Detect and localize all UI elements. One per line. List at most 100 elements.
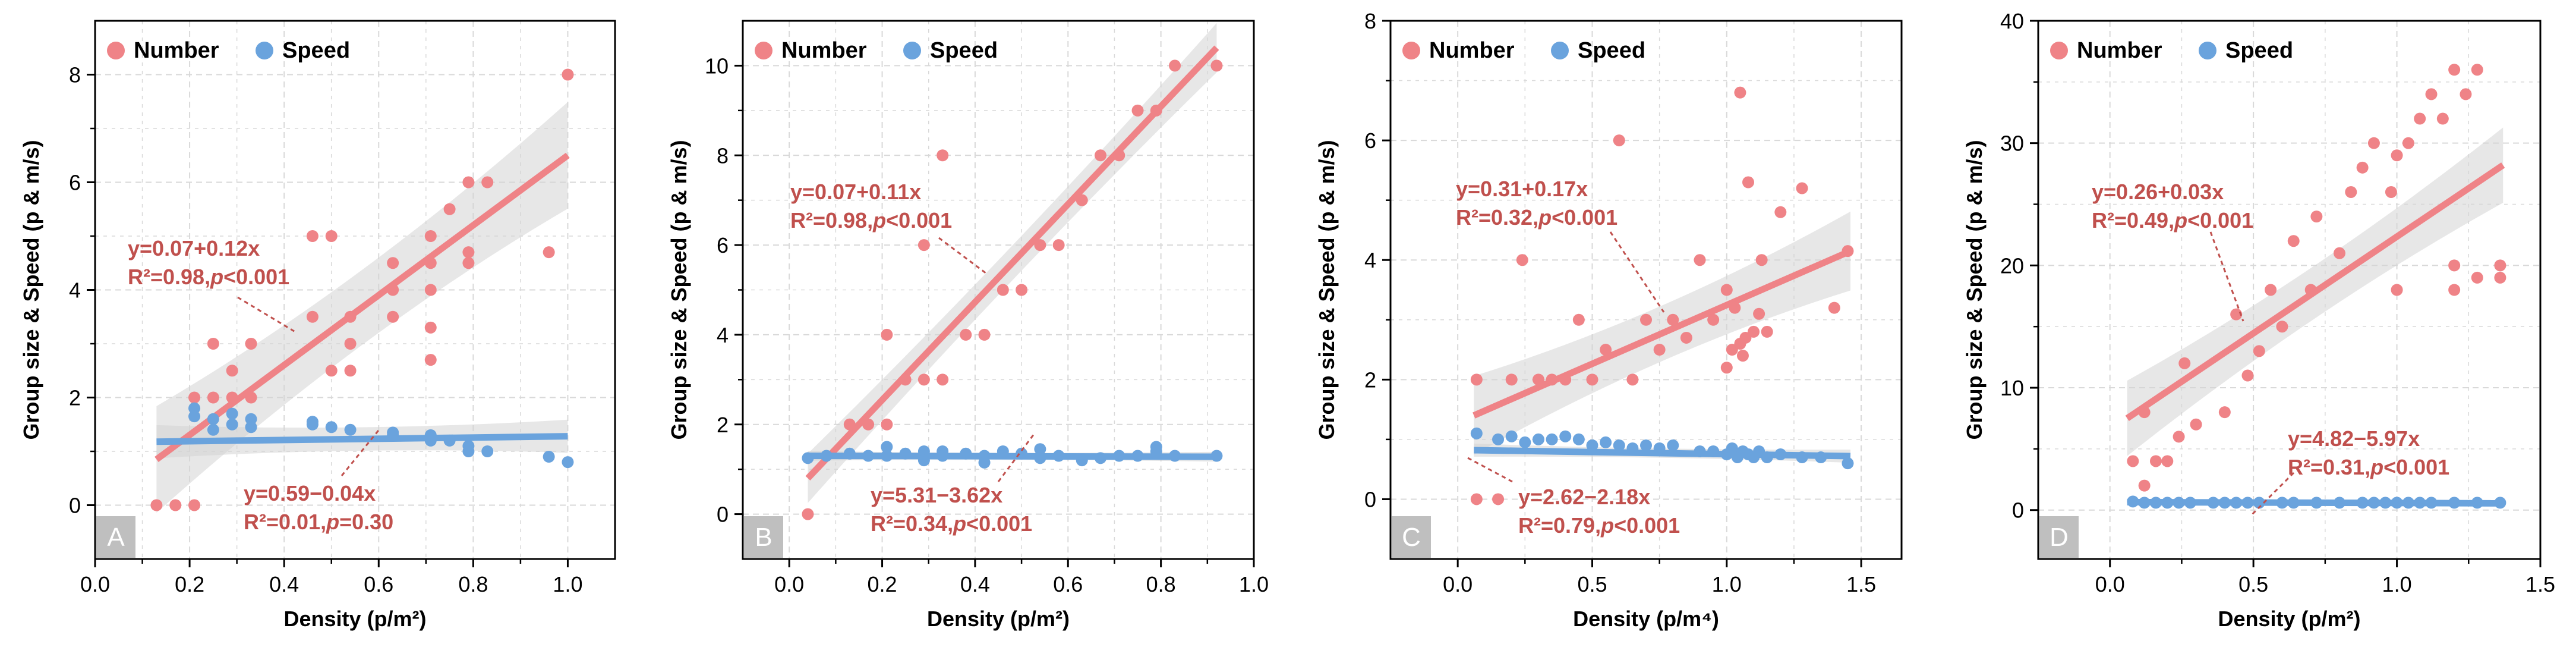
number-point	[1748, 325, 1760, 338]
speed-point	[2161, 497, 2174, 509]
x-tick-label: 0.0	[80, 572, 110, 596]
annotation-equation: y=0.07+0.11x	[790, 180, 921, 204]
number-point	[881, 328, 893, 341]
panel-C: 0.0 0.5 1.0 1.5 0 2 4 6 8 Density (p/m⁴) Group siz…	[1314, 9, 1903, 631]
annotation-p-symbol: p	[210, 265, 223, 289]
speed-point	[1774, 448, 1787, 461]
number-point	[1753, 307, 1765, 320]
number-point	[843, 418, 856, 431]
speed-point	[424, 434, 437, 447]
speed-point	[2241, 497, 2254, 509]
number-point	[2471, 64, 2483, 76]
number-point	[1095, 149, 1106, 162]
plot-frame	[2037, 20, 2542, 560]
number-point	[150, 499, 163, 511]
x-tick-label: 1.5	[1846, 572, 1876, 596]
panel-label: A	[96, 516, 135, 558]
speed-fit-annotation: y=5.31−3.62x R²=0.34,p<0.001	[871, 434, 1035, 536]
speed-point	[2367, 497, 2380, 509]
speed-point	[899, 447, 912, 460]
annotation-stats: R²=0.98,p<0.001	[790, 208, 952, 233]
number-point	[2127, 455, 2139, 467]
speed-point	[1052, 450, 1065, 462]
speed-point	[2379, 497, 2392, 509]
number-fit-line	[155, 152, 570, 462]
number-point	[543, 246, 555, 259]
annotation-leader-line	[2251, 472, 2295, 516]
annotation-leader-line	[997, 434, 1035, 482]
x-axis-title: Density (p/m²)	[2218, 607, 2360, 631]
y-tick-label: 4	[717, 323, 729, 347]
number-point	[997, 284, 1009, 296]
annotation-p-value: =0.30	[339, 510, 393, 534]
x-tick-label: 0.0	[774, 572, 804, 596]
speed-point	[2402, 497, 2414, 509]
number-point	[2436, 112, 2449, 125]
annotation-p-value: <0.001	[2187, 208, 2253, 233]
speed-point	[2425, 497, 2438, 509]
legend: Number Speed	[107, 38, 350, 63]
speed-point	[543, 451, 555, 463]
speed-point	[2149, 497, 2162, 509]
speed-point	[1694, 445, 1706, 457]
x-tick-label: 0.2	[868, 572, 897, 596]
speed-point	[1150, 445, 1162, 457]
panel-label-text: A	[107, 523, 125, 552]
number-point	[2173, 431, 2185, 443]
speed-point	[978, 456, 991, 469]
y-tick-label: 0	[1364, 487, 1376, 511]
x-tick-label: 0.8	[458, 572, 488, 596]
number-point	[1626, 373, 1639, 386]
number-point	[1559, 373, 1572, 386]
panel-label-text: B	[755, 523, 772, 552]
y-tick-label: 10	[705, 54, 729, 78]
number-point	[1694, 254, 1706, 266]
speed-point	[1586, 439, 1598, 451]
speed-point	[1131, 450, 1144, 462]
speed-point	[188, 410, 201, 423]
number-point	[226, 365, 238, 377]
number-point	[462, 176, 475, 189]
number-point	[462, 257, 475, 269]
speed-point	[1626, 442, 1639, 454]
speed-point	[207, 413, 219, 425]
legend: Number Speed	[755, 38, 998, 63]
annotation-p-symbol: p	[326, 510, 339, 534]
number-point	[245, 338, 257, 350]
speed-point	[2310, 497, 2323, 509]
y-tick-label: 6	[69, 171, 81, 195]
annotation-leader-line	[1467, 457, 1513, 483]
speed-point	[2356, 497, 2369, 509]
number-fit-annotation: y=0.31+0.17x R²=0.32,p<0.001	[1456, 177, 1665, 313]
number-point	[2448, 259, 2461, 272]
number-point	[978, 328, 991, 341]
panel-label-text: C	[1402, 523, 1421, 552]
number-point	[562, 68, 574, 81]
number-point	[424, 257, 437, 269]
legend-speed-marker	[903, 42, 921, 59]
speed-point	[1572, 433, 1585, 445]
number-point	[462, 246, 475, 259]
number-point	[1150, 104, 1162, 117]
number-point	[344, 310, 357, 323]
number-point	[245, 391, 257, 404]
annotation-r2: R²=0.79,	[1518, 513, 1601, 538]
number-point	[937, 373, 949, 386]
number-point	[387, 257, 399, 269]
number-point	[169, 499, 182, 511]
speed-point	[226, 407, 238, 420]
annotation-leader-line	[340, 428, 381, 476]
number-point	[2161, 455, 2174, 467]
panel-label-text: D	[2050, 523, 2069, 552]
panel-label: C	[1392, 516, 1431, 558]
speed-point	[2414, 497, 2426, 509]
legend-speed-label: Speed	[282, 38, 350, 63]
speed-point	[1796, 451, 1808, 464]
speed-point	[245, 421, 257, 434]
x-tick-label: 0.6	[364, 572, 393, 596]
x-tick-label: 0.0	[2095, 572, 2125, 596]
number-point	[424, 230, 437, 242]
panel-A: 0.0 0.2 0.4 0.6 0.8 1.0 0 2 4 6 8 Density (p/m²) Gro…	[19, 20, 616, 631]
number-point	[1774, 206, 1787, 218]
y-tick-label: 2	[717, 413, 729, 437]
